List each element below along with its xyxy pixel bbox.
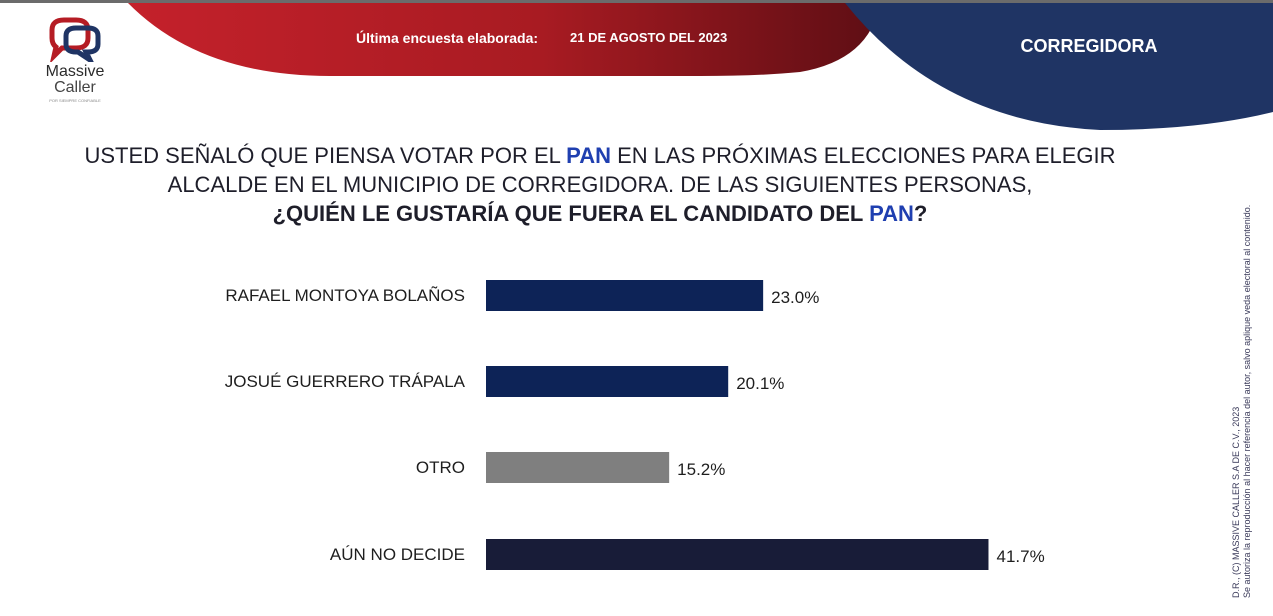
question-line3-post: ? [913, 201, 928, 226]
question-text: USTED SEÑALÓ QUE PIENSA VOTAR POR EL PAN… [40, 141, 1160, 228]
party-highlight-2: PAN [869, 201, 914, 226]
value-label: 15.2% [677, 460, 725, 479]
bar [486, 539, 989, 570]
survey-date: 21 DE AGOSTO DEL 2023 [570, 30, 728, 45]
question-line-2: ALCALDE EN EL MUNICIPIO DE CORREGIDORA. … [167, 172, 1033, 197]
bar-chart: RAFAEL MONTOYA BOLAÑOS 23.0% JOSUÉ GUERRER… [225, 280, 1045, 570]
copyright-line-1: D.R., (C) MASSIVE CALLER S.A DE C.V., 20… [1231, 406, 1241, 598]
copyright-line-2: Se autoriza la reproducción al hacer ref… [1242, 204, 1252, 598]
red-banner-shape [128, 3, 880, 76]
navy-banner-shape [845, 3, 1273, 130]
bar [486, 452, 670, 483]
copyright-note: D.R., (C) MASSIVE CALLER S.A DE C.V., 20… [1231, 138, 1253, 598]
brand-name-line2: Caller [54, 79, 96, 96]
bar [486, 366, 729, 397]
question-line1-post: EN LAS PRÓXIMAS ELECCIONES PARA ELEGIR [610, 143, 1116, 168]
value-label: 41.7% [996, 547, 1044, 566]
top-border [0, 0, 1273, 3]
category-label: OTRO [416, 458, 465, 477]
region-title: CORREGIDORA [1020, 36, 1158, 56]
brand-logo: Massive Caller POR SIEMPRE CONFIABLE [30, 14, 120, 106]
question-line1-pre: USTED SEÑALÓ QUE PIENSA VOTAR POR EL [84, 143, 567, 168]
brand-tagline: POR SIEMPRE CONFIABLE [49, 98, 101, 103]
category-label: AÚN NO DECIDE [330, 545, 465, 564]
header-banner [128, 3, 1273, 130]
party-highlight: PAN [566, 143, 611, 168]
survey-label: Última encuesta elaborada: [356, 30, 539, 46]
value-label: 23.0% [771, 288, 819, 307]
category-label: JOSUÉ GUERRERO TRÁPALA [225, 372, 466, 391]
question-line-1: USTED SEÑALÓ QUE PIENSA VOTAR POR EL PAN… [40, 141, 1160, 170]
question-line-3: ¿QUIÉN LE GUSTARÍA QUE FUERA EL CANDIDAT… [40, 199, 1160, 228]
brand-name-line1: Massive [45, 63, 105, 80]
speech-bubbles-icon [49, 17, 101, 62]
category-label: RAFAEL MONTOYA BOLAÑOS [225, 286, 465, 305]
bar [486, 280, 764, 311]
value-label: 20.1% [736, 374, 784, 393]
question-line3-pre: ¿QUIÉN LE GUSTARÍA QUE FUERA EL CANDIDAT… [272, 201, 870, 226]
